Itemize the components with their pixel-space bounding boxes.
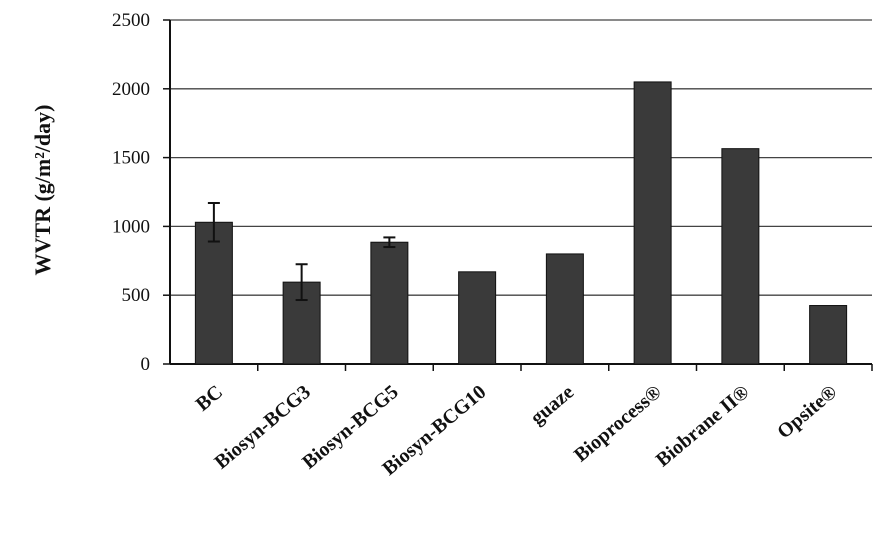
bar-2: [370, 241, 409, 365]
bar-6: [721, 148, 760, 365]
y-tick-label-2: 1000: [112, 216, 150, 237]
bar-4: [545, 253, 584, 365]
x-category-label-4: guaze: [526, 381, 578, 429]
x-category-label-0: BC: [192, 381, 227, 416]
x-category-label-6: Biobrane II®: [652, 381, 754, 471]
y-tick-label-0: 0: [141, 354, 151, 375]
x-category-label-7: Opsite®: [773, 381, 841, 443]
bar-5: [633, 81, 672, 365]
y-tick-label-1: 500: [122, 285, 151, 306]
y-tick-label-3: 1500: [112, 148, 150, 169]
x-category-label-1: Biosyn-BCG3: [210, 381, 314, 474]
y-tick-label-5: 2500: [112, 10, 150, 31]
bar-3: [458, 271, 497, 365]
bar-7: [809, 305, 848, 365]
y-axis-title: WVTR (g/m²/day): [30, 105, 55, 276]
y-tick-label-4: 2000: [112, 79, 150, 100]
bar-0: [194, 221, 233, 365]
